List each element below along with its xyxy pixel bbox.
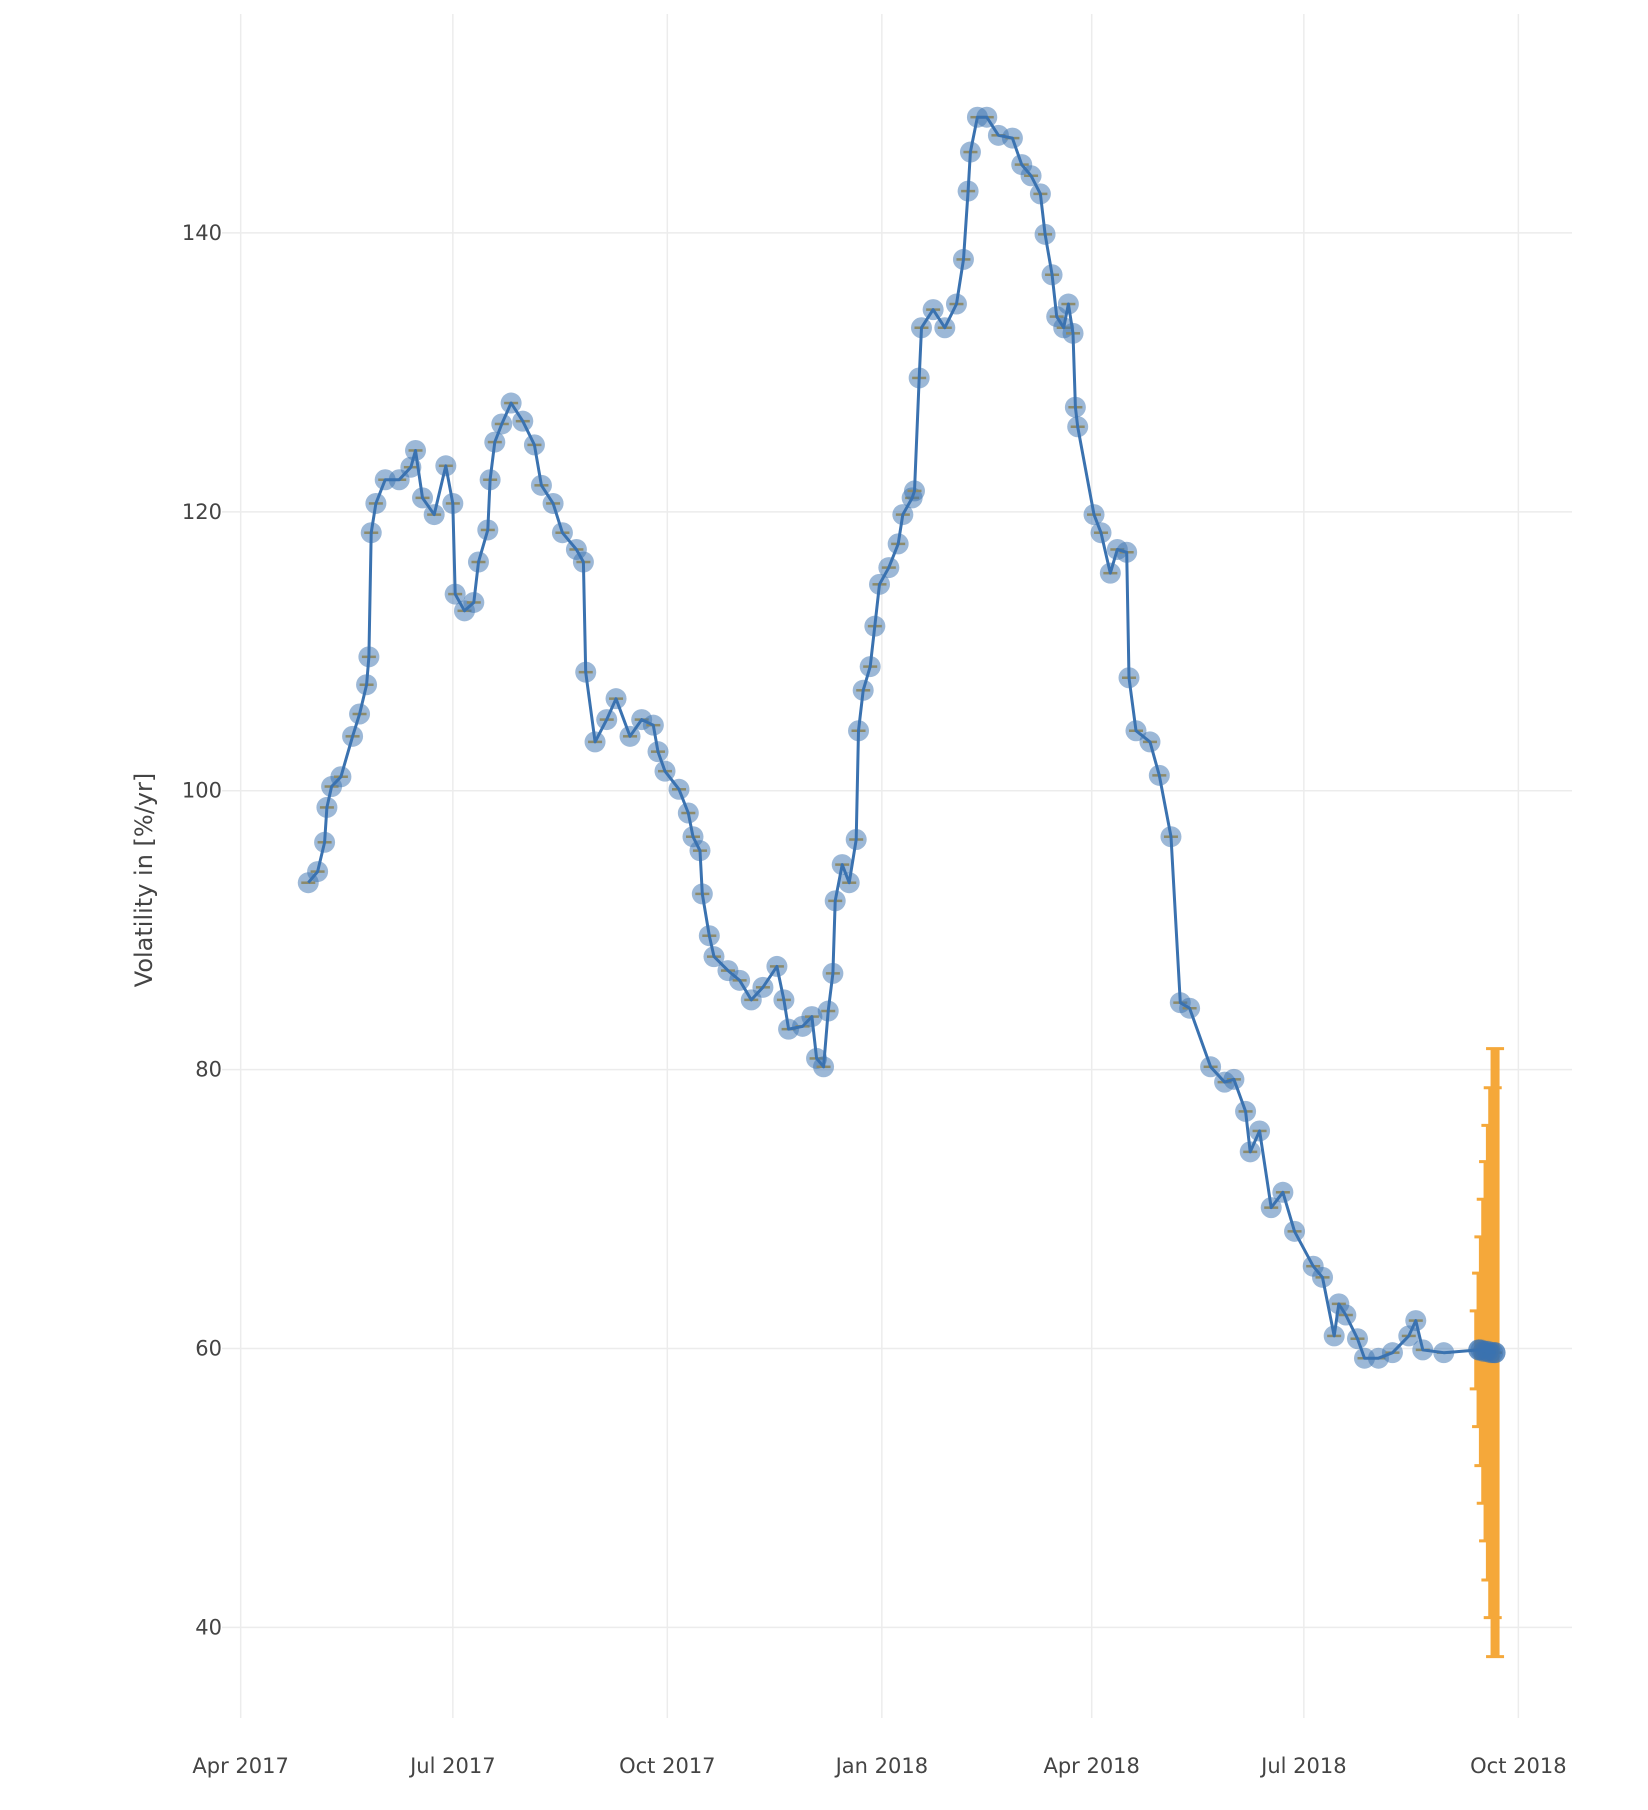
y-tick-label: 80 xyxy=(195,1058,222,1082)
y-tick-label: 60 xyxy=(195,1336,222,1360)
x-tick-label: Jul 2017 xyxy=(408,1754,495,1778)
x-tick-label: Apr 2017 xyxy=(192,1754,288,1778)
x-tick-label: Oct 2018 xyxy=(1470,1754,1566,1778)
x-tick-label: Jul 2018 xyxy=(1259,1754,1346,1778)
y-axis-title: Volatility in [%/yr] xyxy=(130,773,158,987)
x-tick-label: Jan 2018 xyxy=(834,1754,929,1778)
y-tick-label: 100 xyxy=(182,779,222,803)
y-tick-label: 40 xyxy=(195,1615,222,1639)
x-axis: Apr 2017 Jul 2017 Oct 2017 Jan 2018 Apr 2018… xyxy=(192,1754,1566,1778)
history-line xyxy=(307,115,1496,1360)
x-tick-label: Oct 2017 xyxy=(619,1754,715,1778)
y-tick-label: 140 xyxy=(182,221,222,245)
plot-area xyxy=(297,106,1506,1659)
y-axis: 40 60 80 100 120 140 xyxy=(182,221,222,1639)
x-tick-label: Apr 2018 xyxy=(1043,1754,1139,1778)
y-tick-label: 120 xyxy=(182,500,222,524)
grid xyxy=(222,14,1572,1718)
